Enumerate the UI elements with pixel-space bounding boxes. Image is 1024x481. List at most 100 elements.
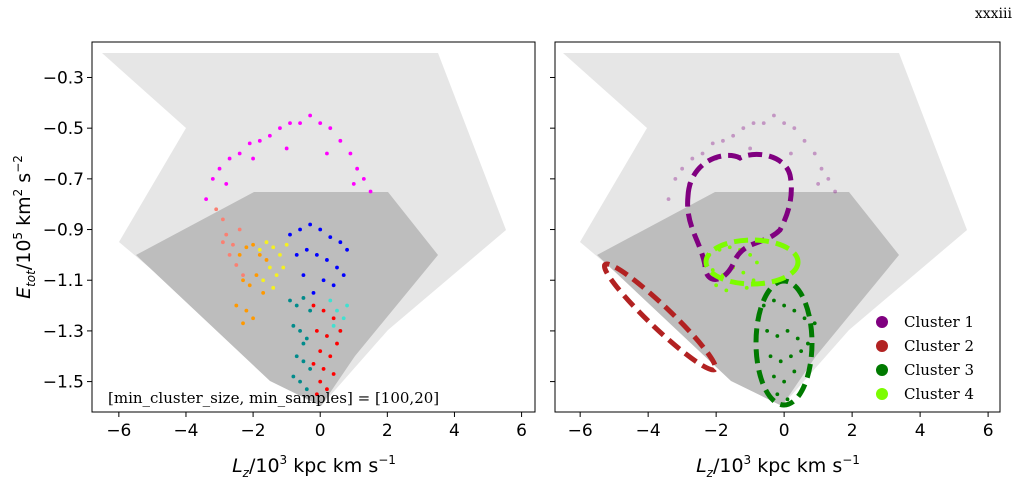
axes-frame [554, 41, 1001, 413]
point [231, 242, 235, 247]
point [799, 349, 804, 354]
point [264, 258, 269, 262]
point [335, 308, 339, 313]
point [331, 372, 336, 376]
point [291, 374, 296, 379]
label-part: /10 [13, 240, 35, 271]
point [237, 252, 242, 257]
y-tick-label: −1.3 [43, 322, 84, 342]
point [214, 207, 219, 212]
point [338, 329, 343, 333]
label-part: s [13, 173, 35, 189]
point [298, 227, 302, 232]
point [308, 308, 313, 313]
label-part: /10 [249, 455, 280, 477]
point [335, 341, 339, 346]
label-part: L [696, 455, 707, 477]
y-tick-label: −1.5 [43, 373, 84, 393]
point [772, 298, 776, 303]
point [795, 336, 800, 341]
point [217, 166, 222, 171]
point [345, 247, 349, 252]
point [816, 182, 821, 186]
legend-marker [876, 364, 888, 376]
point [267, 265, 272, 270]
point [741, 126, 746, 131]
label-part: /10 [713, 455, 744, 477]
point [680, 166, 685, 171]
legend-marker [876, 340, 888, 352]
point [321, 367, 326, 371]
point [748, 146, 753, 151]
point [321, 278, 326, 283]
point [772, 374, 776, 379]
x-tick-label: −4 [636, 421, 661, 441]
point [328, 126, 333, 131]
point [318, 227, 323, 232]
label-part: E [13, 287, 35, 299]
label-part: kpc km s [751, 455, 842, 477]
point [700, 151, 705, 156]
contour-cluster-4 [703, 237, 801, 287]
point [318, 379, 323, 384]
point [301, 296, 306, 300]
y-axis-label: Etot/105 km2 s−2 [11, 155, 38, 299]
point [224, 182, 229, 186]
axes-frame [91, 41, 536, 413]
annotation: [min_cluster_size, min_samples] = [100,2… [108, 389, 439, 407]
legend-label: Cluster 2 [904, 337, 974, 355]
point [666, 197, 671, 202]
point [328, 298, 333, 303]
contour-cluster-3 [753, 278, 815, 408]
point [304, 387, 309, 392]
label-part: z [706, 466, 714, 480]
point [288, 298, 292, 303]
point [247, 283, 252, 288]
point [257, 247, 262, 252]
point [331, 323, 336, 328]
point [298, 329, 302, 333]
label-part: tot [24, 269, 38, 287]
point [288, 232, 292, 237]
point [220, 240, 225, 245]
point [294, 303, 299, 308]
point [751, 121, 756, 125]
point [318, 349, 323, 354]
point [789, 151, 793, 156]
point [325, 151, 329, 156]
label-part: 3 [280, 453, 288, 467]
point [321, 308, 326, 313]
y-tick-label: −0.3 [43, 68, 84, 88]
x-tick-label: −2 [704, 421, 729, 441]
point [227, 252, 232, 257]
point [826, 176, 831, 181]
point [271, 245, 276, 250]
point [247, 141, 252, 146]
point [755, 260, 759, 265]
x-tick-label: 2 [847, 421, 858, 441]
point [237, 227, 242, 232]
point [710, 141, 715, 146]
point [291, 323, 296, 328]
point [341, 316, 346, 321]
point [241, 278, 245, 283]
point [308, 222, 313, 227]
point [328, 354, 333, 359]
point [741, 270, 746, 275]
point [351, 182, 356, 186]
label-part: 3 [744, 453, 752, 467]
point [251, 316, 255, 321]
point [274, 273, 279, 278]
point [802, 316, 807, 321]
point [301, 359, 306, 364]
point [204, 197, 209, 202]
point [761, 121, 766, 125]
point [335, 265, 339, 270]
point [284, 242, 289, 247]
point [301, 341, 306, 346]
point [298, 379, 302, 384]
page-label: xxxiii [975, 6, 1013, 22]
point [251, 156, 255, 161]
point [237, 151, 242, 156]
